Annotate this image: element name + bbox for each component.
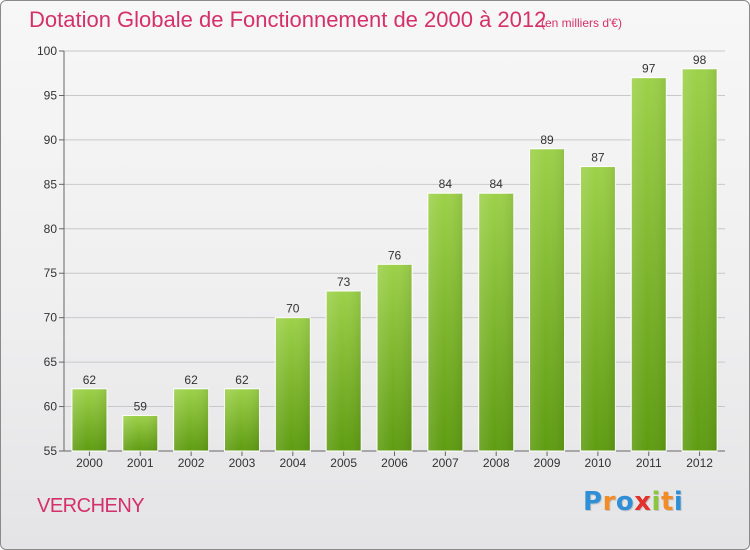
x-tick-label-2005: 2005: [330, 456, 357, 470]
logo-letter: x: [634, 487, 652, 517]
bar-shading: [275, 317, 311, 451]
x-tick-label-2007: 2007: [432, 456, 459, 470]
proxiti-logo: Proxiti: [583, 487, 683, 517]
commune-name: VERCHENY: [37, 495, 145, 517]
unit-note: (en milliers d'€): [541, 16, 622, 30]
x-tick-label-2000: 2000: [76, 456, 103, 470]
y-tick-label: 70: [44, 311, 58, 325]
value-label-2000: 62: [83, 373, 97, 387]
value-label-2010: 87: [591, 151, 605, 165]
y-tick-label: 65: [44, 355, 58, 369]
value-label-2006: 76: [388, 248, 402, 262]
bar-shading: [529, 148, 565, 451]
y-tick-label: 55: [44, 444, 58, 458]
value-label-2009: 89: [540, 133, 554, 147]
bar-shading: [71, 388, 107, 451]
y-tick-label: 75: [44, 266, 58, 280]
value-label-2003: 62: [235, 373, 249, 387]
x-tick-label-2002: 2002: [178, 456, 205, 470]
bar-shading: [122, 415, 158, 451]
x-tick-label-2009: 2009: [534, 456, 561, 470]
x-tick-label-2012: 2012: [686, 456, 713, 470]
value-label-2002: 62: [184, 373, 198, 387]
value-label-2012: 98: [693, 53, 707, 67]
value-label-2008: 84: [490, 177, 504, 191]
x-tick-label-2011: 2011: [636, 456, 662, 470]
logo-letter: P: [583, 487, 603, 517]
y-tick-label: 95: [44, 88, 58, 102]
y-tick-label: 80: [44, 222, 58, 236]
value-label-2005: 73: [337, 275, 351, 289]
value-label-2011: 97: [642, 62, 656, 76]
chart-title: Dotation Globale de Fonctionnement de 20…: [29, 7, 547, 32]
bar-shading: [631, 77, 667, 452]
y-tick-label: 100: [37, 44, 57, 58]
x-tick-label-2006: 2006: [381, 456, 408, 470]
bar-shading: [377, 264, 412, 451]
y-tick-label: 90: [44, 133, 58, 147]
value-label-2007: 84: [439, 177, 453, 191]
bar-shading: [682, 68, 718, 452]
logo-letter: t: [660, 487, 674, 517]
x-tick-label-2010: 2010: [585, 456, 612, 470]
x-tick-label-2004: 2004: [279, 456, 306, 470]
bar-shading: [173, 388, 209, 451]
logo-letter: i: [673, 487, 684, 517]
logo-letter: r: [602, 487, 616, 517]
bar-shading: [478, 193, 514, 451]
x-tick-label-2008: 2008: [483, 456, 510, 470]
y-tick-label: 60: [44, 400, 58, 414]
bar-shading: [224, 388, 260, 451]
bar-shading: [427, 193, 463, 451]
logo-letter: o: [615, 487, 635, 517]
bar-shading: [326, 291, 362, 451]
x-tick-label-2003: 2003: [229, 456, 256, 470]
value-label-2004: 70: [286, 302, 300, 316]
logo-letter: i: [651, 487, 661, 517]
x-tick-label-2001: 2001: [127, 456, 154, 470]
bar-shading: [580, 166, 616, 452]
value-label-2001: 59: [134, 399, 148, 413]
y-tick-label: 85: [44, 177, 58, 191]
